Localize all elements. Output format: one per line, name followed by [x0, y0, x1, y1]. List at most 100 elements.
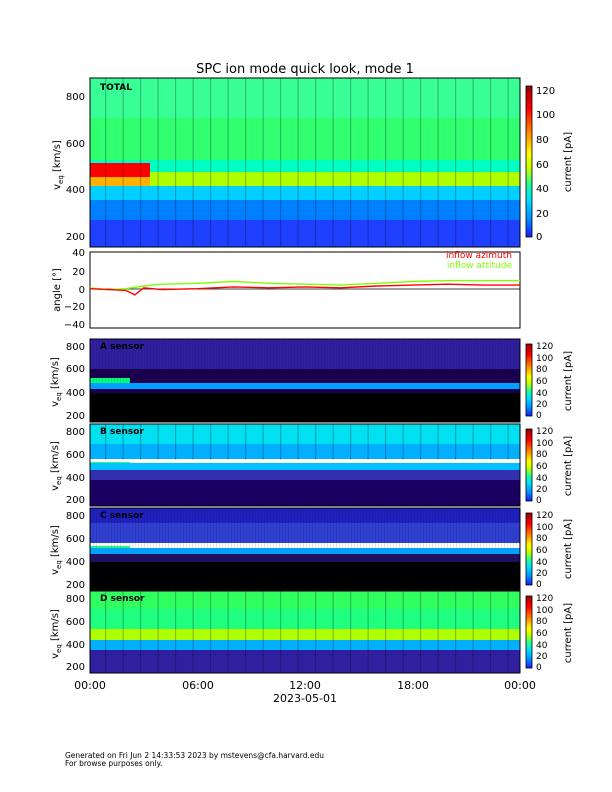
footer-line-2: For browse purposes only. — [65, 759, 163, 768]
panel-d-ytick-600: 600 — [66, 617, 85, 628]
panel-a-ytick-600: 600 — [66, 364, 85, 375]
panel-total-ytick-200: 200 — [66, 232, 85, 243]
colorbar-b-tick-60: 60 — [536, 462, 548, 472]
colorbar-d: 120 100 80 60 40 20 0 current [pA] — [525, 594, 574, 673]
colorbar-total: 120 100 80 60 40 20 0 current [pA] — [525, 85, 574, 243]
panel-b-ytick-400: 400 — [66, 473, 85, 484]
colorbar-d-tick-40: 40 — [536, 641, 548, 651]
colorbar-d-tick-100: 100 — [536, 606, 553, 616]
panel-c-label: C sensor — [100, 511, 144, 521]
colorbar-a: 120 100 80 60 40 20 0 current [pA] — [525, 342, 574, 421]
panel-total-ytick-400: 400 — [66, 185, 85, 196]
panel-angle-ylabel: angle [°] — [52, 268, 63, 312]
panel-d-sensor: D sensor 800 600 400 200 veq [km/s] — [50, 590, 521, 674]
panel-d-ylabel: veq [km/s] — [50, 609, 63, 659]
xtick-1: 06:00 — [182, 679, 214, 692]
colorbar-c: 120 100 80 60 40 20 0 current [pA] — [525, 511, 574, 590]
colorbar-d-tick-120: 120 — [536, 594, 553, 604]
colorbar-total-tick-0: 0 — [536, 232, 542, 243]
panel-angle-yticks: 40 20 0 −20 −40 — [64, 248, 85, 331]
panel-c-ytick-400: 400 — [66, 557, 85, 568]
panel-b-stripes — [90, 424, 520, 460]
panel-c-stripes — [90, 508, 520, 548]
colorbar-c-tick-0: 0 — [536, 580, 542, 590]
panel-total-frame — [89, 77, 521, 248]
panel-a-band — [90, 383, 520, 389]
panel-angle-ytick-0: 0 — [79, 285, 85, 296]
colorbar-b-tick-40: 40 — [536, 474, 548, 484]
panel-c-sensor: C sensor 800 600 400 200 veq [km/s] — [50, 507, 521, 591]
panel-c-mid — [90, 554, 520, 562]
panel-a-ytick-400: 400 — [66, 388, 85, 399]
panel-angle-ytick-m20: −20 — [64, 302, 85, 313]
panel-b-frame — [89, 423, 521, 507]
chart-title: SPC ion mode quick look, mode 1 — [196, 62, 414, 77]
footer-line-1: Generated on Fri Jun 2 14:33:53 2023 by … — [65, 751, 325, 760]
panel-d-label: D sensor — [100, 594, 145, 604]
x-axis: 00:00 06:00 12:00 18:00 00:00 2023-05-01 — [74, 679, 536, 705]
colorbar-a-scale — [525, 343, 533, 417]
panel-total-label: TOTAL — [100, 83, 132, 93]
xtick-0: 00:00 — [74, 679, 106, 692]
panel-angle-ytick-40: 40 — [72, 248, 85, 259]
colorbar-a-tick-40: 40 — [536, 389, 548, 399]
panel-b-low — [90, 480, 520, 506]
panel-d-frame — [89, 590, 521, 674]
panel-b-label: B sensor — [100, 427, 144, 437]
colorbar-d-tick-60: 60 — [536, 629, 548, 639]
colorbar-b-tick-80: 80 — [536, 450, 548, 460]
legend-inflow-attitude: inflow attitude — [447, 261, 513, 271]
panel-c-frame — [89, 507, 521, 591]
colorbar-b-tick-120: 120 — [536, 427, 553, 437]
panel-b-ytick-600: 600 — [66, 450, 85, 461]
colorbar-c-scale — [525, 512, 533, 586]
panel-d-ytick-800: 800 — [66, 594, 85, 605]
panel-b-ytick-800: 800 — [66, 427, 85, 438]
colorbar-d-tick-0: 0 — [536, 663, 542, 673]
panel-d-ytick-200: 200 — [66, 662, 85, 673]
panel-total-yticks: 800 600 400 200 — [66, 92, 85, 243]
x-date-label: 2023-05-01 — [273, 692, 337, 705]
series-inflow-azimuth-line — [89, 283, 520, 296]
colorbar-a-tick-60: 60 — [536, 377, 548, 387]
colorbar-a-tick-120: 120 — [536, 342, 553, 352]
panel-c-low — [90, 562, 520, 590]
colorbar-b-scale — [525, 428, 533, 502]
panel-b-mid — [90, 470, 520, 480]
colorbar-a-tick-0: 0 — [536, 411, 542, 421]
colorbar-total-tick-120: 120 — [536, 86, 555, 97]
colorbar-total-tick-40: 40 — [536, 184, 549, 195]
panel-c-ytick-200: 200 — [66, 580, 85, 591]
panel-a-sensor: A sensor 800 600 400 200 veq [km/s] — [50, 338, 521, 423]
colorbar-total-label: current [pA] — [563, 132, 574, 192]
footer: Generated on Fri Jun 2 14:33:53 2023 by … — [65, 752, 324, 768]
colorbar-c-tick-60: 60 — [536, 546, 548, 556]
colorbar-d-scale — [525, 595, 533, 669]
panel-a-low — [90, 393, 520, 422]
panel-total-ytick-800: 800 — [66, 92, 85, 103]
panel-total-ytick-600: 600 — [66, 139, 85, 150]
series-inflow-attitude-line — [89, 279, 520, 291]
xtick-2: 12:00 — [289, 679, 321, 692]
colorbar-b: 120 100 80 60 40 20 0 current [pA] — [525, 427, 574, 506]
colorbar-a-tick-80: 80 — [536, 365, 548, 375]
panel-total-ylabel: veq [km/s] — [52, 140, 65, 190]
colorbar-a-tick-20: 20 — [536, 400, 548, 410]
panel-a-ytick-200: 200 — [66, 411, 85, 422]
colorbar-total-tick-20: 20 — [536, 209, 549, 220]
panel-b-ylabel: veq [km/s] — [50, 441, 63, 491]
panel-d-stripes — [90, 591, 520, 673]
panel-a-frame — [89, 338, 521, 423]
panel-a-ylabel: veq [km/s] — [50, 357, 63, 407]
colorbar-a-label: current [pA] — [563, 351, 574, 411]
colorbar-total-scale — [525, 85, 533, 238]
legend-inflow-azimuth: inflow azimuth — [446, 251, 512, 261]
panel-d-ytick-400: 400 — [66, 640, 85, 651]
colorbar-c-tick-80: 80 — [536, 534, 548, 544]
xtick-4: 00:00 — [504, 679, 536, 692]
panel-c-band — [90, 548, 520, 554]
colorbar-b-label: current [pA] — [563, 436, 574, 496]
colorbar-c-tick-120: 120 — [536, 511, 553, 521]
colorbar-c-tick-20: 20 — [536, 569, 548, 579]
